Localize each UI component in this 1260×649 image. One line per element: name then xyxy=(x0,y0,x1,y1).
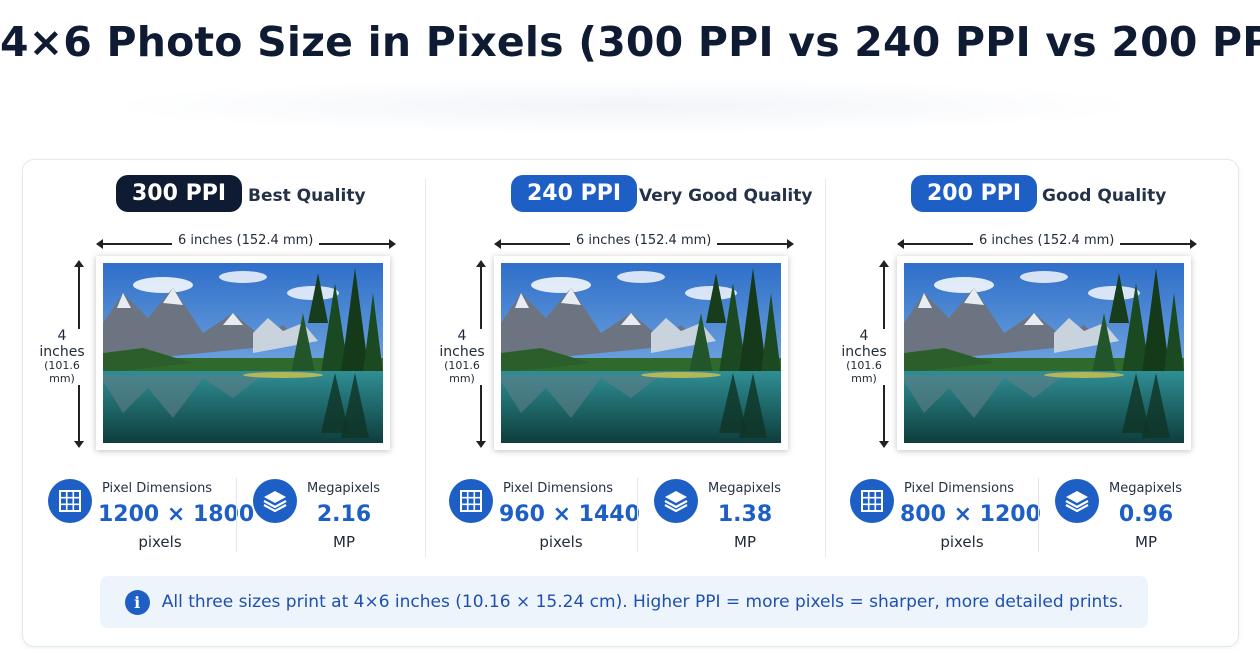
pixel-dimensions-unit: pixels xyxy=(539,533,583,551)
megapixels-label: Megapixels xyxy=(1109,481,1182,496)
panel-divider xyxy=(825,178,826,558)
height-mm: (101.6 mm) xyxy=(44,359,80,385)
info-note: i All three sizes print at 4×6 inches (1… xyxy=(100,576,1148,628)
landscape-photo xyxy=(501,263,781,443)
height-unit: inches xyxy=(439,343,485,360)
megapixels-unit: MP xyxy=(333,533,355,551)
pixel-dimensions-unit: pixels xyxy=(940,533,984,551)
width-label: 6 inches (152.4 mm) xyxy=(973,233,1121,248)
quality-label: Good Quality xyxy=(1042,186,1167,206)
layers-icon xyxy=(253,479,297,523)
height-mm: (101.6 mm) xyxy=(444,359,480,385)
megapixels-value: 0.96 xyxy=(1118,502,1174,527)
photo-print xyxy=(96,256,390,450)
pixel-dimensions-unit: pixels xyxy=(138,533,182,551)
pixel-dimensions-label: Pixel Dimensions xyxy=(503,481,614,496)
grid-icon xyxy=(850,479,894,523)
megapixels-label: Megapixels xyxy=(708,481,781,496)
pixel-dimensions-label: Pixel Dimensions xyxy=(904,481,1015,496)
photo-print xyxy=(494,256,788,450)
pixel-dimensions-value: 800 × 1200 xyxy=(900,502,1041,527)
height-label: 4 inches (101.6 mm) xyxy=(32,328,92,385)
stat-separator xyxy=(1038,478,1039,552)
pixel-dimensions-value: 960 × 1440 xyxy=(499,502,640,527)
pixel-dimensions-label: Pixel Dimensions xyxy=(102,481,213,496)
megapixels-label: Megapixels xyxy=(307,481,380,496)
megapixels-unit: MP xyxy=(1135,533,1157,551)
megapixels-value: 2.16 xyxy=(316,502,372,527)
height-value: 4 xyxy=(859,328,869,344)
stat-separator xyxy=(236,478,237,552)
height-unit: inches xyxy=(39,343,85,360)
megapixels-value: 1.38 xyxy=(717,502,773,527)
stat-separator xyxy=(637,478,638,552)
title-shadow-decoration xyxy=(100,78,1150,134)
layers-icon xyxy=(654,479,698,523)
height-value: 4 xyxy=(57,328,67,344)
height-value: 4 xyxy=(457,328,467,344)
height-mm: (101.6 mm) xyxy=(846,359,882,385)
page-title: 4×6 Photo Size in Pixels (300 PPI vs 240… xyxy=(0,18,1260,66)
quality-label: Best Quality xyxy=(248,186,366,206)
landscape-photo xyxy=(103,263,383,443)
grid-icon xyxy=(449,479,493,523)
pixel-dimensions-value: 1200 × 1800 xyxy=(98,502,255,527)
landscape-photo xyxy=(904,263,1184,443)
info-icon: i xyxy=(124,589,150,615)
height-label: 4 inches (101.6 mm) xyxy=(432,328,492,385)
grid-icon xyxy=(48,479,92,523)
height-label: 4 inches (101.6 mm) xyxy=(834,328,894,385)
megapixels-unit: MP xyxy=(734,533,756,551)
height-unit: inches xyxy=(841,343,887,360)
info-note-text: All three sizes print at 4×6 inches (10.… xyxy=(161,592,1124,612)
panel-divider xyxy=(425,178,426,558)
ppi-badge: 240 PPI xyxy=(511,175,638,212)
ppi-badge: 200 PPI xyxy=(911,175,1038,212)
layers-icon xyxy=(1055,479,1099,523)
ppi-badge: 300 PPI xyxy=(116,175,243,212)
width-label: 6 inches (152.4 mm) xyxy=(172,233,320,248)
width-label: 6 inches (152.4 mm) xyxy=(570,233,718,248)
photo-print xyxy=(897,256,1191,450)
quality-label: Very Good Quality xyxy=(639,186,813,206)
